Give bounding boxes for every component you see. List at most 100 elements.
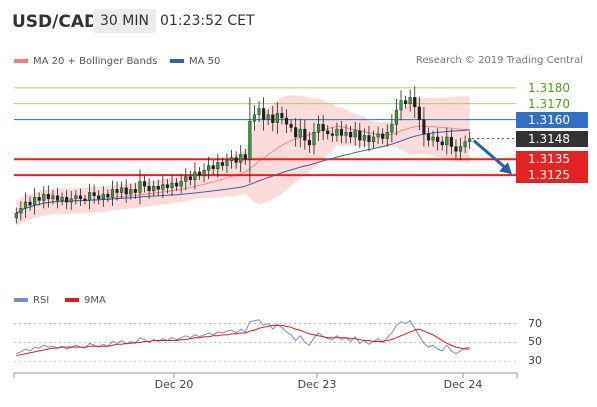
candle-body: [440, 141, 444, 146]
candle-body: [326, 130, 330, 135]
ma50-line: [16, 129, 470, 214]
candle-body: [257, 108, 261, 116]
candle-body: [353, 130, 357, 138]
candle-body: [404, 100, 408, 104]
candle-body: [376, 133, 380, 138]
candle-body: [316, 124, 321, 133]
candle-body: [339, 128, 344, 136]
candle-body: [399, 100, 403, 111]
rsi-tick-50: 50: [528, 335, 542, 349]
candle-body: [239, 154, 243, 163]
candle-body: [28, 201, 32, 206]
candle-body: [37, 197, 41, 201]
candle-body: [454, 146, 458, 152]
candle-body: [161, 184, 165, 190]
candle-body: [289, 124, 293, 128]
candle-body: [165, 184, 170, 188]
candle-body: [129, 189, 133, 195]
rsi-tick-30: 30: [528, 354, 542, 368]
candle-body: [19, 208, 23, 214]
candle-body: [207, 165, 211, 171]
forecast-arrow: [472, 139, 507, 170]
candle-body: [51, 195, 55, 200]
legend-ma50: MA 50: [170, 55, 220, 69]
legend-label-9ma: 9MA: [84, 295, 106, 306]
candle-body: [335, 128, 339, 136]
candle-body: [266, 114, 270, 120]
candle-body: [14, 212, 18, 219]
candle-body: [175, 182, 179, 187]
candle-body: [362, 135, 366, 141]
candle-body: [349, 132, 353, 138]
candle-body: [234, 157, 238, 163]
candle-body: [280, 113, 284, 119]
candle-body: [101, 193, 105, 200]
legend-9ma: 9MA: [65, 294, 106, 308]
candle-body: [188, 176, 192, 181]
candle-body: [445, 136, 449, 146]
legend-rsi: RSI: [14, 294, 49, 308]
legend-label-ma50: MA 50: [189, 56, 221, 67]
candle-body: [394, 109, 399, 125]
candle-body: [97, 195, 101, 200]
candle-body: [321, 124, 325, 131]
x-tick-dec-23: Dec 23: [297, 378, 337, 391]
x-tick-dec-20: Dec 20: [154, 378, 194, 391]
candle-body: [367, 135, 371, 142]
candle-body: [284, 117, 289, 125]
candle-body: [78, 195, 82, 200]
candle-body: [298, 128, 302, 138]
bollinger-band: [16, 95, 470, 226]
candle-body: [436, 136, 440, 142]
candle-body: [133, 189, 137, 193]
candle-body: [417, 106, 421, 120]
candle-body: [156, 185, 160, 190]
candle-body: [211, 165, 215, 169]
timeframe-button[interactable]: 30 MIN: [93, 9, 156, 33]
legend-swatch-ma50: [170, 59, 184, 63]
symbol-title: USD/CAD: [12, 12, 99, 32]
candle-body: [120, 187, 124, 193]
candle-body: [184, 176, 188, 182]
candle-body: [74, 195, 78, 200]
candle-body: [220, 162, 224, 166]
candle-body: [307, 139, 311, 146]
rsi-line: [16, 319, 470, 355]
candle-body: [358, 130, 362, 141]
candle-body: [147, 185, 151, 192]
candle-body: [33, 197, 37, 206]
rsi-9ma-line: [16, 324, 470, 357]
candle-body: [170, 182, 174, 188]
candle-body: [243, 154, 247, 160]
candle-body: [179, 181, 183, 187]
candle-body: [197, 171, 202, 176]
candle-body: [426, 133, 431, 141]
candle-body: [413, 97, 417, 108]
candle-body: [225, 160, 229, 166]
candle-body: [106, 193, 110, 198]
candle-body: [23, 201, 28, 209]
level-label-1-3180: 1.3180: [528, 80, 570, 95]
candle-body: [385, 132, 389, 139]
legend-swatch-9ma: [65, 298, 79, 302]
clock-time: 01:23:52 CET: [160, 13, 255, 29]
candle-body: [42, 193, 46, 201]
legend-label-ma20: MA 20 + Bollinger Bands: [33, 56, 158, 67]
candle-body: [303, 128, 307, 141]
candle-body: [468, 138, 472, 142]
candle-body: [271, 114, 275, 123]
candle-body: [229, 157, 234, 162]
candle-body: [330, 133, 334, 136]
candle-body: [92, 192, 96, 196]
candle-body: [248, 120, 252, 160]
x-tick-dec-24: Dec 24: [443, 378, 483, 391]
candle-body: [275, 113, 279, 123]
candle-body: [152, 185, 156, 192]
candle-body: [390, 124, 394, 133]
candle-body: [65, 197, 69, 203]
candle-body: [124, 187, 128, 195]
candle-body: [422, 119, 426, 135]
candle-body: [252, 114, 257, 122]
candle-body: [449, 136, 453, 147]
